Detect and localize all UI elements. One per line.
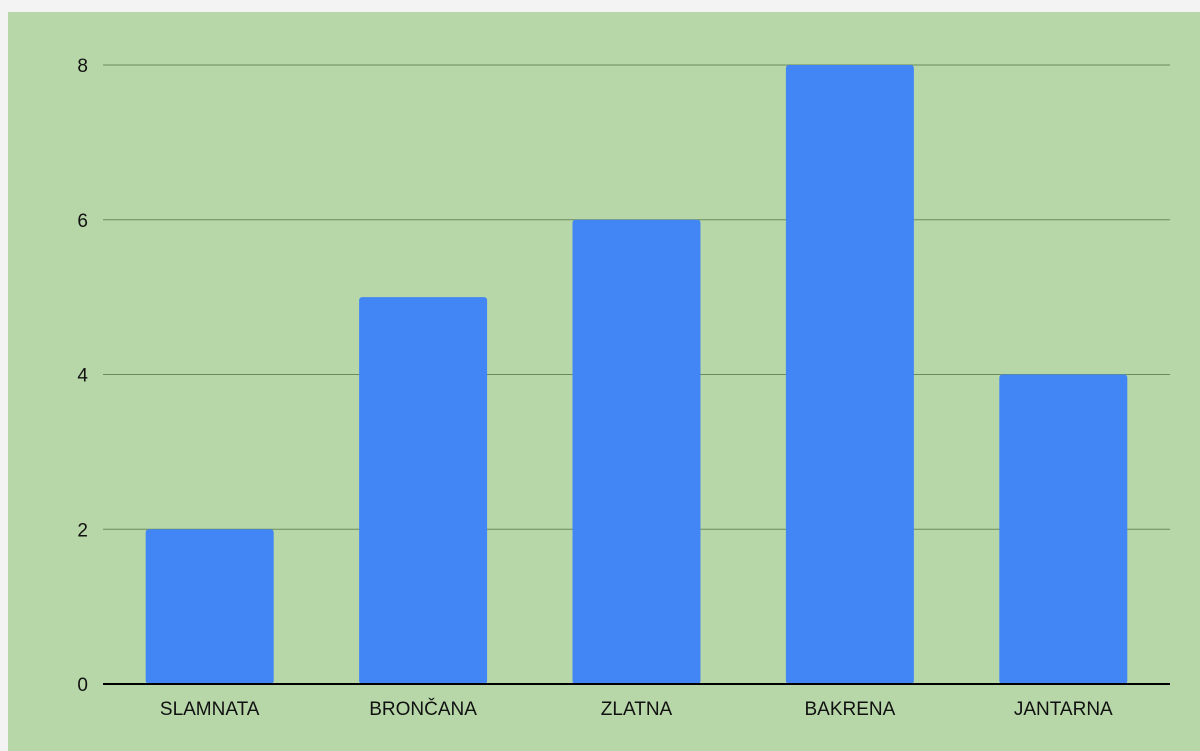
y-tick-labels: 0 2 4 6 8 bbox=[77, 56, 88, 696]
x-category-label: ZLATNA bbox=[601, 699, 673, 720]
bars bbox=[145, 65, 1128, 685]
x-category-label: BRONČANA bbox=[369, 698, 477, 720]
x-category-label: JANTARNA bbox=[1014, 699, 1113, 720]
x-category-labels: SLAMNATA BRONČANA ZLATNA BAKRENA JANTARNA bbox=[160, 698, 1113, 720]
y-tick-label: 0 bbox=[77, 675, 88, 696]
y-tick-label: 4 bbox=[77, 366, 88, 387]
bar-bakrena[interactable] bbox=[785, 65, 914, 684]
y-tick-label: 6 bbox=[77, 211, 88, 232]
y-tick-label: 8 bbox=[77, 56, 88, 77]
bar-jantarna[interactable] bbox=[999, 374, 1128, 685]
bar-zlatna[interactable] bbox=[572, 219, 701, 684]
x-category-label: BAKRENA bbox=[804, 699, 895, 720]
bar-slamnata[interactable] bbox=[145, 529, 274, 684]
bar-brončana[interactable] bbox=[359, 297, 488, 684]
y-tick-label: 2 bbox=[77, 520, 88, 541]
x-category-label: SLAMNATA bbox=[160, 699, 260, 720]
